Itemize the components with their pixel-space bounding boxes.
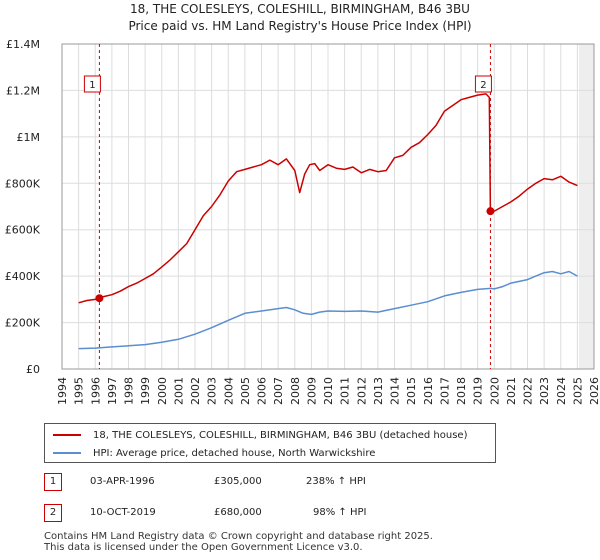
legend-swatch-property <box>53 434 81 436</box>
x-tick-label: 2023 <box>538 377 551 405</box>
sale-badge-box <box>83 75 101 93</box>
y-tick-label: £400K <box>5 270 41 283</box>
y-tick-label: £0 <box>26 363 40 376</box>
x-tick-label: 1995 <box>73 377 86 405</box>
footer-copyright: Contains HM Land Registry data © Crown c… <box>44 531 433 542</box>
chart-subtitle: Price paid vs. HM Land Registry's House … <box>128 19 472 33</box>
footer-licence: This data is licensed under the Open Gov… <box>44 542 363 553</box>
sale-badge: 2 <box>44 504 62 522</box>
x-tick-label: 2021 <box>505 377 518 405</box>
legend-swatch-hpi <box>53 452 81 454</box>
sale-hpi-change: 98% ↑ HPI <box>313 507 367 518</box>
legend: 18, THE COLESLEYS, COLESHILL, BIRMINGHAM… <box>44 423 496 463</box>
x-tick-label: 2025 <box>571 377 584 405</box>
sale-row: 2 10-OCT-2019 £680,000 98% ↑ HPI <box>44 504 524 526</box>
x-tick-label: 2026 <box>588 377 600 405</box>
x-tick-label: 2006 <box>256 377 269 405</box>
x-tick-label: 1996 <box>89 377 102 405</box>
sale-badge-box <box>474 75 492 93</box>
x-tick-label: 2010 <box>322 377 335 405</box>
sale-badge: 1 <box>44 473 62 491</box>
x-tick-label: 2024 <box>555 377 568 405</box>
x-tick-label: 2002 <box>189 377 202 405</box>
x-tick-label: 2014 <box>389 377 402 405</box>
sale-price: £680,000 <box>214 507 262 518</box>
legend-item-hpi: HPI: Average price, detached house, Nort… <box>45 444 375 462</box>
y-tick-label: £1.2M <box>6 84 40 97</box>
x-tick-label: 2012 <box>355 377 368 405</box>
x-tick-label: 2017 <box>438 377 451 405</box>
y-tick-label: £600K <box>5 224 41 237</box>
sale-date: 03-APR-1996 <box>90 476 155 487</box>
x-tick-label: 2005 <box>239 377 252 405</box>
x-tick-label: 1999 <box>139 377 152 405</box>
price-chart: 1994 1995 1996 1997 1998 1999 2000 2001 2002 2003… <box>5 38 600 405</box>
x-tick-label: 1998 <box>123 377 136 405</box>
y-tick-label: £1M <box>17 131 41 144</box>
chart-title: 18, THE COLESLEYS, COLESHILL, BIRMINGHAM… <box>130 2 470 16</box>
y-tick-label: £200K <box>5 317 41 330</box>
x-tick-label: 1994 <box>56 377 69 405</box>
sale-date: 10-OCT-2019 <box>90 507 156 518</box>
x-tick-label: 2000 <box>156 377 169 405</box>
x-tick-label: 2013 <box>372 377 385 405</box>
sale-badge-label: 2 <box>480 80 486 91</box>
x-tick-label: 2020 <box>488 377 501 405</box>
x-tick-label: 2009 <box>305 377 318 405</box>
x-tick-label: 2007 <box>272 377 285 405</box>
future-region <box>579 44 594 369</box>
x-tick-label: 2004 <box>222 377 235 405</box>
x-tick-label: 2016 <box>422 377 435 405</box>
sale-badge-label: 1 <box>89 80 95 91</box>
plot-border <box>61 43 595 370</box>
y-tick-label: £800K <box>5 177 41 190</box>
x-tick-label: 2019 <box>472 377 485 405</box>
x-tick-label: 2001 <box>172 377 185 405</box>
y-tick-label: £1.4M <box>6 38 40 51</box>
x-tick-label: 2015 <box>405 377 418 405</box>
sale-hpi-change: 238% ↑ HPI <box>306 476 366 487</box>
x-tick-label: 2022 <box>522 377 535 405</box>
x-tick-label: 2003 <box>206 377 219 405</box>
sale-price: £305,000 <box>214 476 262 487</box>
x-tick-label: 2018 <box>455 377 468 405</box>
legend-label-property: 18, THE COLESLEYS, COLESHILL, BIRMINGHAM… <box>93 429 468 441</box>
sale-point <box>95 294 104 303</box>
legend-item-property: 18, THE COLESLEYS, COLESHILL, BIRMINGHAM… <box>45 426 467 444</box>
x-tick-label: 1997 <box>106 377 119 405</box>
hpi-line <box>78 270 578 350</box>
x-tick-label: 2008 <box>289 377 302 405</box>
sale-point <box>486 207 495 216</box>
legend-label-hpi: HPI: Average price, detached house, Nort… <box>93 447 376 459</box>
x-tick-label: 2011 <box>339 377 352 405</box>
sale-row: 1 03-APR-1996 £305,000 238% ↑ HPI <box>44 473 524 495</box>
